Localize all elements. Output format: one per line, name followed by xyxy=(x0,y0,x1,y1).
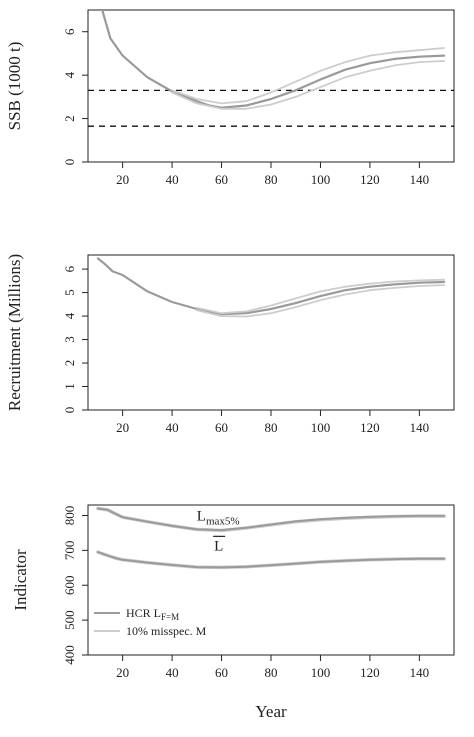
y-tick-label: 500 xyxy=(62,610,77,630)
series-line-0 xyxy=(101,10,446,109)
annotation-label: L xyxy=(214,538,223,554)
y-tick-label: 3 xyxy=(62,336,77,343)
x-tick-label: 60 xyxy=(215,420,228,435)
y-tick-label: 0 xyxy=(62,407,77,414)
plot-area xyxy=(88,10,454,127)
plot-area xyxy=(96,506,446,570)
y-tick-label: 800 xyxy=(62,506,77,526)
legend-entry: HCR LF=M xyxy=(126,606,179,622)
y-tick-label: 4 xyxy=(62,312,77,319)
y-tick-label: 6 xyxy=(62,265,77,272)
x-tick-label: 40 xyxy=(166,172,179,187)
y-tick-label: 2 xyxy=(62,360,77,367)
y-tick-label: 600 xyxy=(62,575,77,595)
x-tick-label: 20 xyxy=(116,172,129,187)
x-tick-label: 140 xyxy=(410,172,430,187)
y-tick-label: 0 xyxy=(62,159,77,166)
y-tick-label: 4 xyxy=(62,71,77,78)
panel-recruitment: 20 40 60 80 100 120 140 0 1 2 3 4 5 6 Recruitment (Mil… xyxy=(5,254,455,435)
annotation-label: Lmax5% xyxy=(197,509,240,528)
y-tick-label: 6 xyxy=(62,28,77,35)
x-tick-label: 20 xyxy=(116,420,129,435)
y-tick-label: 700 xyxy=(62,541,77,561)
plot-area xyxy=(96,257,446,318)
x-tick-label: 100 xyxy=(311,172,331,187)
annotation-text: L xyxy=(197,509,206,525)
series-line-1 xyxy=(171,47,446,105)
x-tick-label: 120 xyxy=(360,172,380,187)
y-tick-label: 5 xyxy=(62,289,77,296)
series-line-0 xyxy=(96,257,446,316)
panel-ssb: 20 40 60 80 100 120 140 0 2 4 6 SSB (1000 t) xyxy=(5,9,455,187)
y-axis-label: Indicator xyxy=(11,549,30,611)
legend-entry: 10% misspec. M xyxy=(126,624,207,638)
x-tick-label: 20 xyxy=(116,665,129,680)
legend-label: HCR L xyxy=(126,606,161,620)
x-axis-label: Year xyxy=(255,702,287,721)
annotation-subscript: max5% xyxy=(206,516,240,528)
x-tick-label: 100 xyxy=(311,420,331,435)
y-tick-label: 1 xyxy=(62,383,77,390)
x-tick-label: 60 xyxy=(215,665,228,680)
x-tick-label: 80 xyxy=(265,420,278,435)
plot-frame xyxy=(87,254,455,411)
x-tick-label: 120 xyxy=(360,665,380,680)
x-tick-label: 140 xyxy=(410,665,430,680)
panel-indicator: 20 40 60 80 100 120 140 400 500 600 700 800 Indicato… xyxy=(11,504,455,721)
series-line-0 xyxy=(96,506,446,533)
annotation-text: L xyxy=(214,538,223,554)
x-tick-label: 120 xyxy=(360,420,380,435)
x-tick-label: 80 xyxy=(265,665,278,680)
plot-frame xyxy=(87,9,455,163)
y-tick-label: 400 xyxy=(62,645,77,665)
x-tick-label: 40 xyxy=(166,420,179,435)
x-tick-label: 80 xyxy=(265,172,278,187)
y-axis-label: SSB (1000 t) xyxy=(5,42,24,131)
y-axis-label: Recruitment (Millions) xyxy=(5,254,24,411)
series-line-1 xyxy=(96,507,446,532)
series-line-1 xyxy=(195,278,446,315)
y-tick-label: 2 xyxy=(62,115,77,122)
series-line-2 xyxy=(171,60,446,110)
x-tick-label: 100 xyxy=(311,665,331,680)
legend-subscript: F=M xyxy=(161,612,179,622)
series-line-2 xyxy=(195,284,446,318)
legend-label: 10% misspec. M xyxy=(126,624,207,638)
series-line-3 xyxy=(96,551,446,569)
x-tick-label: 140 xyxy=(410,420,430,435)
x-tick-label: 60 xyxy=(215,172,228,187)
x-tick-label: 40 xyxy=(166,665,179,680)
